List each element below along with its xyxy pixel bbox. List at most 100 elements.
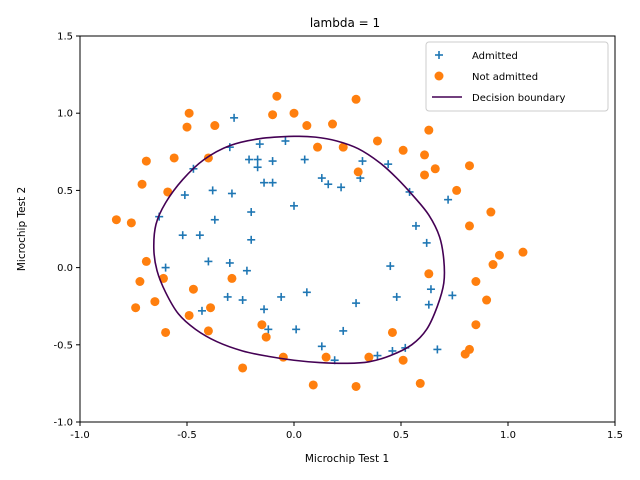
not-admitted-point [227,273,237,283]
legend: Admitted Not admitted Decision boundary [425,41,609,112]
not-admitted-point [460,349,470,359]
plot-area [111,91,528,391]
not-admitted-point [206,303,216,313]
legend-boundary-label: Decision boundary [472,93,565,104]
decision-boundary-line [152,135,446,365]
chart-title: lambda = 1 [310,16,380,30]
y-axis: -1.0 -0.5 0.0 0.5 1.0 1.5 [53,32,80,429]
admitted-point [352,299,361,308]
admitted-point [317,174,326,183]
admitted-point [388,346,397,355]
admitted-point [230,113,239,122]
admitted-point [422,238,431,247]
admitted-point [247,208,256,217]
admitted-point [253,155,262,164]
admitted-point [317,342,326,351]
not-admitted-point [150,297,160,307]
admitted-point [281,136,290,145]
admitted-point [197,306,206,315]
admitted-point [260,178,269,187]
legend-admitted-label: Admitted [472,51,518,62]
not-admitted-point [137,179,147,189]
admitted-point [180,191,189,200]
not-admitted-point [420,170,430,180]
admitted-point [253,163,262,172]
not-admitted-point [268,110,278,120]
legend-not-admitted-label: Not admitted [472,72,538,83]
not-admitted-point [141,156,151,166]
not-admitted-point [364,352,374,362]
not-admitted-point [257,320,267,330]
admitted-point [268,157,277,166]
not-admitted-point [430,164,440,174]
not-admitted-point [424,269,434,279]
not-admitted-point [353,167,363,177]
admitted-point [242,266,251,275]
not-admitted-point [518,247,528,257]
not-admitted-point [313,142,323,152]
admitted-point [195,231,204,240]
admitted-point [292,325,301,334]
x-tick-label: 0.5 [393,430,409,441]
admitted-point [161,263,170,272]
admitted-point [210,215,219,224]
not-admitted-point [184,108,194,118]
admitted-point [208,186,217,195]
not-admitted-point [415,378,425,388]
admitted-point [386,262,395,271]
x-tick-label: 1.5 [607,430,623,441]
admitted-point [268,178,277,187]
x-axis-label: Microchip Test 1 [305,453,389,465]
not-admitted-point [464,221,474,231]
admitted-point [247,235,256,244]
admitted-point [300,155,309,164]
admitted-point [290,201,298,210]
x-tick-label: -1.0 [70,430,90,441]
not-admitted-point [338,142,348,152]
y-tick-label: -1.0 [53,418,73,429]
admitted-point [227,189,236,198]
admitted-point [373,351,382,360]
x-axis: -1.0 -0.5 0.0 0.5 1.0 1.5 [70,422,623,441]
not-admitted-point [494,250,504,260]
not-admitted-point [308,380,318,390]
not-admitted-point [488,260,498,270]
not-admitted-point [203,326,213,336]
admitted-point [264,325,273,334]
not-admitted-point [424,125,434,135]
not-admitted-point [289,108,299,118]
not-admitted-point [278,352,288,362]
x-tick-label: -0.5 [177,430,197,441]
admitted-point [178,231,187,240]
admitted-point [324,180,333,189]
not-admitted-point [135,276,145,286]
not-admitted-point [482,295,492,305]
not-admitted-point [452,185,462,195]
not-admitted-point [328,119,338,129]
y-tick-label: 0.5 [57,186,73,197]
admitted-point [424,300,433,309]
legend-box [425,41,609,112]
not-admitted-point [163,187,173,197]
legend-not-admitted-marker [434,71,444,81]
not-admitted-point [398,355,408,365]
admitted-point [392,292,401,301]
admitted-point [411,221,420,230]
admitted-point [444,195,453,204]
not-admitted-point [321,352,331,362]
admitted-point [277,292,286,301]
admitted-point [339,326,348,335]
not-admitted-point [387,327,397,337]
admitted-point [260,305,269,314]
not-admitted-point [471,276,481,286]
not-admitted-point [372,136,382,146]
admitted-point [245,155,254,164]
admitted-point [255,140,264,149]
y-tick-label: -0.5 [53,340,73,351]
not-admitted-point [161,327,171,337]
not-admitted-point [188,284,198,294]
x-tick-label: 1.0 [500,430,516,441]
admitted-point [337,183,346,192]
admitted-point [238,296,247,305]
